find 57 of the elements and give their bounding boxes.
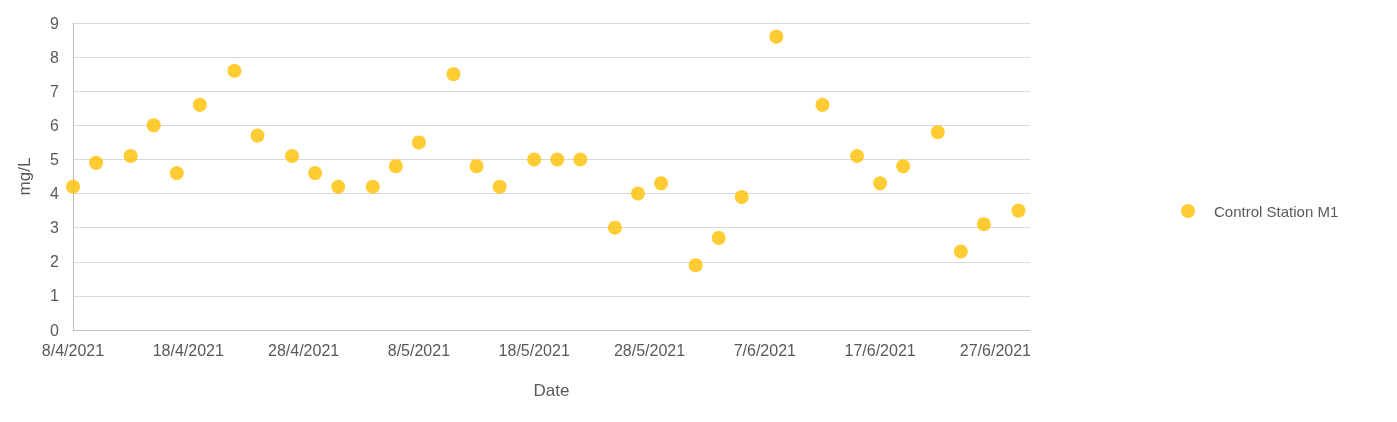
- y-axis-title: mg/L: [15, 157, 34, 196]
- point: [308, 166, 323, 181]
- x-tick-label: 27/6/2021: [959, 341, 1032, 359]
- x-tick-label: 8/4/2021: [41, 341, 105, 359]
- point: [734, 189, 749, 204]
- point: [492, 179, 507, 194]
- point: [873, 176, 888, 191]
- point: [66, 179, 80, 194]
- y-tick-label: 6: [50, 116, 60, 134]
- x-tick-label: 18/4/2021: [152, 341, 224, 359]
- point: [285, 149, 300, 164]
- y-tick-label: 8: [50, 48, 60, 66]
- point: [953, 244, 968, 259]
- point: [169, 166, 184, 181]
- point: [123, 149, 138, 164]
- point: [930, 125, 945, 140]
- x-tick-label: 28/5/2021: [613, 341, 686, 359]
- point: [146, 118, 161, 133]
- y-tick-label: 5: [50, 150, 60, 168]
- y-tick-label: 0: [50, 321, 60, 339]
- legend-label: Control Station M1: [1214, 202, 1339, 220]
- x-tick-label: 7/6/2021: [733, 341, 797, 359]
- point: [250, 128, 265, 143]
- y-tick-label: 7: [50, 82, 60, 100]
- point: [654, 176, 669, 191]
- y-tick-label: 9: [50, 14, 60, 32]
- point: [411, 135, 426, 150]
- point: [850, 149, 865, 164]
- point: [446, 67, 461, 82]
- point: [815, 97, 830, 112]
- x-tick-label: 8/5/2021: [387, 341, 451, 359]
- point: [688, 258, 703, 273]
- y-tick-label: 4: [50, 185, 60, 203]
- point: [769, 29, 784, 44]
- x-tick-label: 17/6/2021: [844, 341, 916, 359]
- x-tick-label: 18/5/2021: [498, 341, 570, 359]
- point: [711, 230, 726, 245]
- point: [527, 152, 542, 167]
- point: [89, 155, 104, 170]
- y-tick-label: 2: [50, 253, 60, 271]
- y-tick-label: 1: [50, 287, 60, 305]
- point: [976, 217, 991, 232]
- x-tick-label: 28/4/2021: [268, 341, 340, 359]
- point: [1011, 203, 1026, 218]
- point: [192, 97, 207, 112]
- point: [550, 152, 565, 167]
- x-axis-title: Date: [533, 381, 570, 400]
- point: [630, 186, 645, 201]
- point: [573, 152, 588, 167]
- point: [896, 159, 911, 174]
- point: [365, 179, 380, 194]
- point: [388, 159, 403, 174]
- point: [469, 159, 484, 174]
- point: [227, 63, 242, 78]
- point: [331, 179, 346, 194]
- point: [607, 220, 622, 235]
- y-tick-label: 3: [50, 219, 60, 237]
